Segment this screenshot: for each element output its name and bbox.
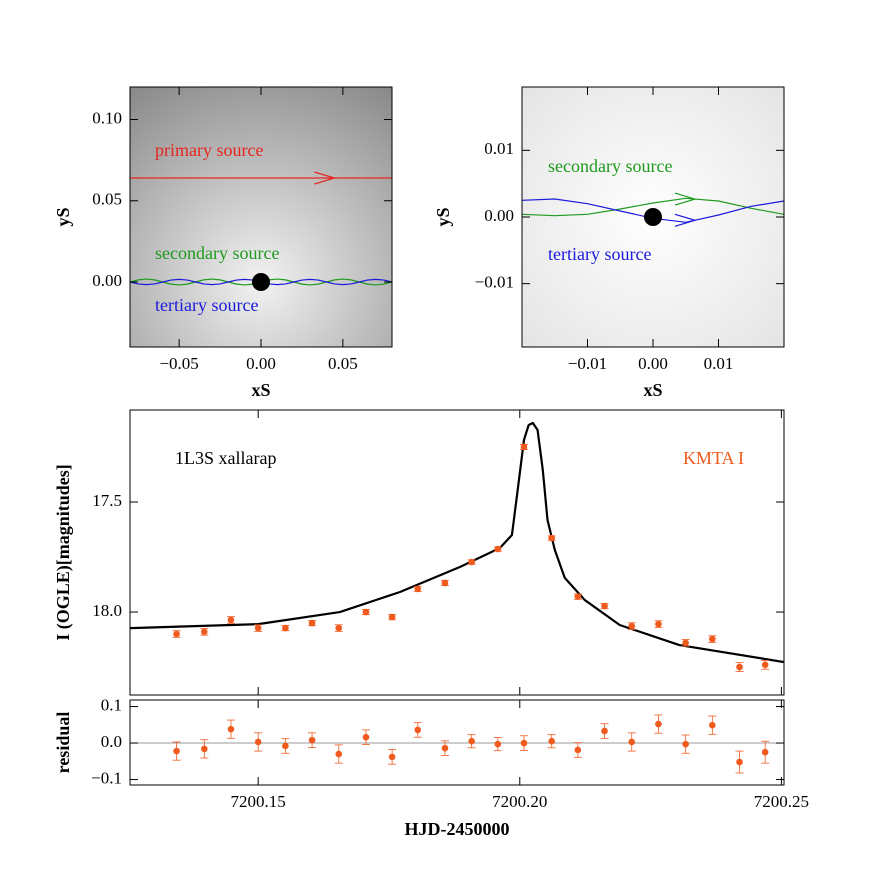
y-tick-label: 0.01 bbox=[484, 139, 514, 158]
lens bbox=[644, 208, 662, 226]
y-axis-label: yS bbox=[53, 207, 73, 226]
y-tick-label: 0.1 bbox=[101, 695, 122, 714]
frame bbox=[129, 86, 393, 348]
data-point bbox=[335, 750, 343, 758]
data-point bbox=[173, 747, 180, 755]
y-tick-label: 0.00 bbox=[484, 206, 514, 225]
y-tick-label: 0.00 bbox=[92, 271, 122, 290]
data-point bbox=[388, 753, 396, 761]
x-axis-label: xS bbox=[643, 380, 662, 400]
series-label: secondary source bbox=[548, 156, 672, 176]
data-point bbox=[282, 624, 289, 632]
x-tick-label: 0.00 bbox=[638, 354, 668, 373]
data-point bbox=[548, 737, 555, 745]
x-tick-label: 0.00 bbox=[246, 354, 276, 373]
data-point bbox=[761, 748, 769, 756]
data-point bbox=[520, 443, 528, 451]
series-label: primary source bbox=[155, 140, 263, 160]
data-point bbox=[254, 738, 262, 746]
data-point bbox=[761, 661, 769, 669]
data-point bbox=[441, 744, 449, 752]
data-point bbox=[709, 635, 716, 643]
y-axis-label: I (OGLE)[magnitudes] bbox=[53, 464, 74, 641]
data-point bbox=[173, 630, 180, 638]
data-point bbox=[628, 622, 636, 630]
x-tick-label: −0.01 bbox=[568, 354, 607, 373]
data-point bbox=[362, 608, 370, 616]
data-point bbox=[682, 639, 689, 647]
frame bbox=[129, 699, 785, 786]
y-tick-label: 18.0 bbox=[92, 601, 122, 620]
data-point bbox=[282, 742, 289, 750]
data-point bbox=[254, 624, 262, 632]
y-tick-label: 0.0 bbox=[101, 732, 122, 751]
arrow bbox=[674, 213, 698, 227]
y-tick-label: 17.5 bbox=[92, 491, 122, 510]
data-point bbox=[736, 663, 743, 671]
data-point bbox=[227, 725, 235, 733]
frame bbox=[521, 86, 785, 348]
x-tick-label: 7200.20 bbox=[492, 792, 547, 811]
data-point bbox=[709, 721, 716, 729]
plot-area bbox=[522, 192, 784, 227]
x-axis-label: xS bbox=[251, 380, 270, 400]
data-point bbox=[308, 736, 316, 744]
data-point bbox=[468, 558, 475, 566]
data-point bbox=[308, 619, 316, 627]
y-axis-label: yS bbox=[433, 207, 453, 226]
y-tick-label: −0.01 bbox=[475, 273, 514, 292]
x-tick-label: 7200.15 bbox=[231, 792, 286, 811]
data-point bbox=[548, 534, 555, 542]
arrow bbox=[314, 171, 337, 185]
frame bbox=[129, 409, 785, 696]
data-point bbox=[655, 620, 662, 628]
y-tick-label: −0.1 bbox=[91, 768, 122, 787]
y-tick-label: 0.05 bbox=[92, 190, 122, 209]
x-axis-label: HJD-2450000 bbox=[405, 819, 510, 839]
data-point bbox=[468, 737, 475, 745]
y-axis-label: residual bbox=[53, 712, 73, 774]
data-point bbox=[655, 720, 662, 728]
data-point bbox=[574, 746, 582, 754]
data-point bbox=[601, 727, 608, 735]
data-point bbox=[362, 733, 370, 741]
data-point bbox=[388, 613, 396, 621]
data-point bbox=[574, 593, 582, 600]
x-tick-label: 0.01 bbox=[704, 354, 734, 373]
data-point bbox=[494, 545, 502, 553]
series-label: tertiary source bbox=[548, 244, 651, 264]
data-point bbox=[200, 745, 208, 753]
plot-area bbox=[130, 714, 784, 774]
x-tick-label: −0.05 bbox=[159, 354, 198, 373]
data-point bbox=[628, 738, 636, 746]
plot-area bbox=[130, 171, 392, 291]
magnification-map bbox=[130, 87, 392, 347]
data-point bbox=[520, 739, 528, 747]
curve bbox=[522, 197, 784, 217]
data-point bbox=[601, 602, 608, 610]
lens bbox=[252, 273, 270, 291]
data-point bbox=[736, 758, 743, 766]
data-point bbox=[227, 616, 235, 624]
plot-area bbox=[130, 421, 784, 672]
data-point bbox=[335, 624, 343, 632]
y-tick-label: 0.10 bbox=[92, 108, 122, 127]
data-point bbox=[414, 585, 422, 593]
curve bbox=[130, 421, 784, 664]
arrow bbox=[674, 192, 698, 206]
x-tick-label: 7200.25 bbox=[754, 792, 809, 811]
data-point bbox=[414, 726, 422, 734]
series-label: 1L3S xallarap bbox=[175, 448, 276, 468]
series-label: tertiary source bbox=[155, 295, 258, 315]
series-label: KMTA I bbox=[683, 448, 744, 468]
data-point bbox=[200, 628, 208, 636]
data-point bbox=[441, 579, 449, 587]
x-tick-label: 0.05 bbox=[328, 354, 358, 373]
series-label: secondary source bbox=[155, 243, 279, 263]
data-point bbox=[682, 740, 689, 748]
data-point bbox=[494, 740, 502, 748]
